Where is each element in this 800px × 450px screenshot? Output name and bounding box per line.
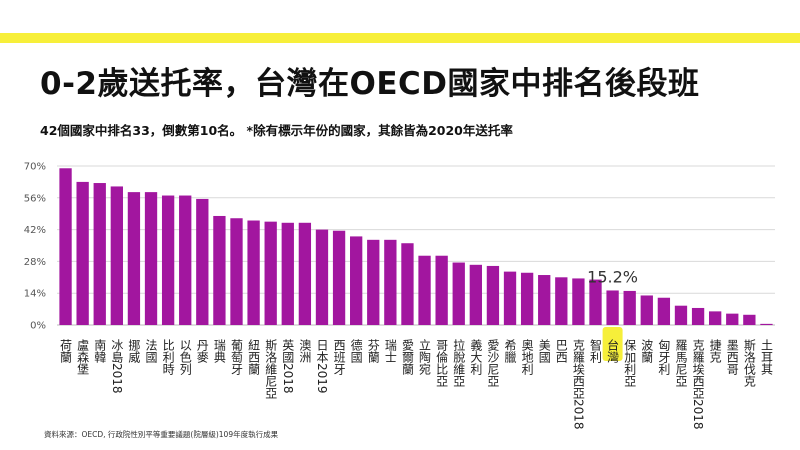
- x-tick-label: 斯洛伐克: [742, 339, 756, 388]
- x-tick-label: 愛爾蘭: [400, 339, 414, 375]
- bar: [418, 255, 431, 325]
- top-banner-stripe: [0, 33, 800, 43]
- y-tick-label: 70%: [24, 162, 46, 173]
- x-tick-label: 匈牙利: [657, 339, 671, 375]
- x-tick-label: 奧地利: [520, 339, 534, 375]
- x-tick-label: 波蘭: [640, 339, 654, 363]
- bar: [76, 181, 89, 325]
- bar: [332, 230, 346, 325]
- bar: [760, 323, 773, 325]
- bar: [743, 314, 756, 325]
- x-tick-label: 英國2018: [281, 339, 295, 394]
- source-note: 資料來源：OECD, 行政院性別平等重要議題(院層級)109年度執行成果: [44, 430, 279, 439]
- x-tick-label: 巴西: [554, 339, 568, 363]
- x-tick-label: 智利: [589, 338, 603, 363]
- x-tick-label: 日本2019: [315, 339, 329, 394]
- bar: [59, 168, 72, 325]
- x-tick-label: 希臘: [503, 338, 517, 364]
- x-tick-label: 盧森堡: [76, 339, 90, 375]
- x-tick-label: 西班牙: [332, 339, 346, 375]
- bar: [657, 297, 671, 325]
- y-tick-label: 0%: [30, 321, 46, 332]
- x-tick-label: 瑞士: [383, 339, 397, 363]
- x-tick-label: 立陶宛: [418, 338, 432, 376]
- bar: [367, 239, 380, 325]
- bar: [572, 278, 585, 325]
- bar: [179, 195, 192, 325]
- chart-subtitle: 42個國家中排名33，倒數第10名。 *除有標示年份的國家，其餘皆為2020年送…: [40, 123, 513, 138]
- bar: [726, 313, 739, 325]
- bar: [674, 305, 688, 325]
- bar: [213, 215, 226, 325]
- x-tick-label: 冰島2018: [110, 339, 124, 394]
- x-tick-label: 澳洲: [298, 339, 312, 363]
- x-tick-label: 德國: [349, 338, 363, 363]
- bar: [161, 195, 175, 325]
- bar: [452, 262, 465, 325]
- bar: [264, 221, 277, 325]
- bar: [144, 192, 158, 325]
- bar: [110, 186, 123, 325]
- bar: [503, 271, 517, 325]
- highlight-marker: [602, 327, 623, 361]
- y-tick-label: 56%: [24, 193, 46, 204]
- x-tick-label: 捷克: [708, 339, 722, 364]
- x-tick-label: 羅馬尼亞: [674, 339, 688, 387]
- x-tick-label: 丹麥: [195, 339, 209, 364]
- x-tick-label: 比利時: [161, 339, 175, 375]
- bar: [469, 264, 482, 325]
- bar: [606, 290, 619, 325]
- bar: [93, 183, 106, 325]
- bar: [623, 290, 636, 325]
- bar: [350, 236, 363, 325]
- bar: [538, 275, 551, 325]
- x-tick-label: 義大利: [469, 338, 483, 375]
- x-tick-label: 南韓: [93, 338, 107, 363]
- bar: [196, 198, 209, 325]
- bar: [691, 307, 705, 325]
- bar: [281, 222, 294, 325]
- y-tick-label: 28%: [24, 257, 46, 268]
- bar: [589, 279, 602, 325]
- x-tick-label: 克羅埃西亞2018: [691, 339, 705, 430]
- x-tick-label: 愛沙尼亞: [486, 339, 500, 387]
- bar: [230, 218, 243, 325]
- bar: [555, 277, 568, 325]
- x-tick-label: 墨西哥: [725, 339, 739, 375]
- x-tick-label: 葡萄牙: [230, 339, 244, 375]
- bar: [520, 272, 534, 325]
- x-tick-label: 台灣: [606, 338, 620, 364]
- bar: [298, 222, 312, 325]
- y-tick-label: 14%: [24, 289, 46, 300]
- bar: [384, 239, 397, 325]
- bar: [640, 295, 653, 325]
- y-tick-label: 42%: [24, 225, 46, 236]
- x-tick-label: 紐西蘭: [247, 339, 261, 375]
- page-title: 0-2歲送托率，台灣在OECD國家中排名後段班: [40, 66, 700, 102]
- bar: [401, 243, 414, 325]
- x-tick-label: 芬蘭: [366, 339, 380, 363]
- bar: [315, 229, 329, 325]
- x-tick-label: 斯洛維尼亞: [264, 339, 278, 399]
- x-tick-label: 土耳其: [759, 339, 773, 375]
- bar: [486, 265, 500, 325]
- x-tick-label: 美國: [537, 339, 551, 363]
- x-tick-label: 荷蘭: [59, 339, 73, 363]
- bar: [435, 255, 448, 325]
- x-tick-label: 法國: [144, 339, 158, 363]
- highlight-annotation: 15.2%: [587, 267, 638, 286]
- x-tick-label: 克羅埃西亞2018: [571, 339, 585, 430]
- x-tick-label: 挪威: [127, 339, 141, 364]
- bar: [127, 192, 141, 325]
- x-tick-label: 保加利亞: [623, 339, 637, 387]
- x-tick-label: 以色列: [178, 339, 192, 375]
- bar: [247, 220, 260, 325]
- x-tick-label: 哥倫比亞: [435, 339, 449, 387]
- bar: [709, 311, 722, 325]
- x-tick-label: 拉脫維亞: [452, 338, 466, 387]
- x-tick-label: 瑞典: [212, 339, 226, 363]
